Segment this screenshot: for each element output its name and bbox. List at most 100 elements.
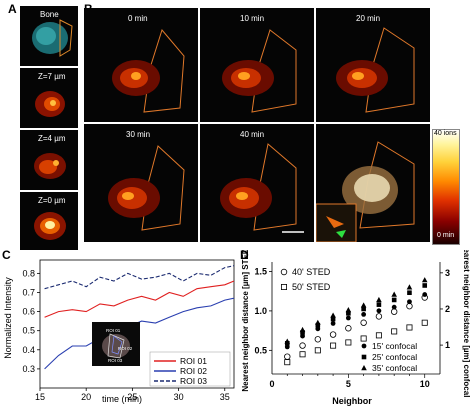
data-point-filled-square: [407, 290, 412, 296]
data-point-filled-square: [330, 316, 336, 322]
x-tick-label-c: 15: [35, 392, 45, 402]
data-point-open-circle: [375, 313, 383, 320]
z4-image: Z=4 µm: [20, 130, 78, 190]
data-point-filled-square: [422, 283, 428, 288]
data-point-open-square: [314, 347, 321, 354]
panel-letter-c: C: [2, 248, 11, 262]
label-z4: Z=4 µm: [38, 134, 66, 143]
time-label-40: 40 min: [240, 130, 265, 139]
data-point-open-circle: [284, 353, 291, 360]
y-tick-label-d: 1.0: [254, 306, 267, 316]
time-label-30: 30 min: [126, 130, 151, 139]
data-point-filled-circle: [391, 304, 397, 310]
data-point-filled-circle: [330, 321, 336, 326]
data-point-filled-circle: [284, 344, 290, 350]
y-tick-label-c: 0.7: [22, 287, 35, 297]
label-z7: Z=7 µm: [38, 72, 66, 81]
bone-image-graphic: [32, 19, 73, 57]
plot-frame-c: [39, 259, 235, 389]
overlay-graphic: [316, 141, 415, 242]
data-point-filled-square: [346, 311, 351, 316]
y-tick-label-c: 0.8: [22, 268, 35, 278]
timepoint-30-image: 30 min: [84, 124, 198, 242]
timepoint-0-image: 0 min: [84, 8, 198, 122]
data-point-filled-triangle: [330, 312, 336, 318]
roi-inset: ROI 01 ROI 02 ROI 03: [92, 322, 140, 366]
timepoint-40-graphic: [220, 143, 304, 233]
timepoint-10-graphic: [222, 29, 297, 113]
time-label-10: 10 min: [240, 14, 265, 23]
data-point-open-square: [360, 335, 367, 342]
data-point-filled-triangle: [406, 284, 413, 290]
data-point-filled-circle: [407, 299, 412, 305]
data-point-open-square: [284, 359, 291, 366]
x-tick-label-c: 35: [220, 392, 230, 402]
y-tick-label-c: 0.6: [22, 307, 35, 317]
y2-axis-label-d: Nearest neighbor distance [µm] confocal: [462, 250, 471, 397]
y-tick-label-d: 0.5: [254, 345, 267, 355]
data-point-filled-triangle: [345, 307, 352, 313]
data-point-open-square: [299, 351, 306, 358]
data-point-filled-square: [361, 306, 366, 312]
legend-label-c: ROI 03: [180, 376, 207, 386]
x-tick-label-c: 20: [81, 392, 91, 402]
timepoint-20-graphic: [336, 27, 415, 113]
y2-tick-label-d: 1: [445, 340, 450, 350]
legend-marker-d: [281, 284, 288, 291]
z4-image-graphic: [34, 153, 66, 179]
x-tick-label-c: 30: [174, 392, 184, 402]
legend-label-c: ROI 01: [180, 356, 207, 366]
data-point-open-square: [330, 342, 337, 349]
series-line-roi-3: [44, 265, 235, 290]
x-tick-label-d: 0: [269, 379, 274, 389]
x-axis-label-c: time (min): [102, 394, 142, 404]
data-point-open-square: [406, 324, 413, 331]
timepoint-40-image: 40 min: [200, 124, 314, 242]
timepoint-20-image: 20 min: [316, 8, 430, 122]
label-z0: Z=0 µm: [38, 196, 66, 205]
chart-neighbor: 0 5 10 0.5 1.0 1.5 1 2 3 40' STED 50' STED 15' con…: [241, 250, 471, 406]
y-tick-label-d: 1.5: [254, 266, 267, 276]
data-point-open-circle: [314, 336, 322, 343]
data-point-open-circle: [406, 302, 413, 310]
data-point-filled-triangle: [421, 277, 428, 283]
y-axis-label-c: Normalized Intensity: [3, 277, 13, 359]
y2-tick-label-d: 3: [445, 268, 450, 278]
data-point-open-circle: [360, 319, 367, 326]
chart-intensity: 15 20 25 30 35 0.3 0.4 0.5 0.6 0.7 0.8 ROI 01 ROI …: [3, 259, 235, 404]
overlay-image: [316, 124, 430, 242]
timepoint-30-graphic: [108, 145, 185, 231]
legend-marker-d: [361, 354, 367, 360]
data-point-filled-square: [391, 297, 397, 303]
x-tick-label-d: 10: [420, 379, 430, 389]
data-point-filled-circle: [315, 326, 321, 332]
time-label-0: 0 min: [128, 14, 148, 23]
data-point-filled-circle: [361, 311, 367, 317]
y-tick-label-c: 0.4: [22, 345, 35, 355]
legend-label-d: 15' confocal: [372, 341, 417, 351]
data-point-open-square: [421, 319, 428, 326]
legend-marker-d: [361, 365, 367, 371]
x-axis-label-d: Neighbor: [332, 396, 372, 406]
y-axis-label-d: Nearest neighbor distance [µm] STED: [241, 250, 250, 392]
data-point-open-circle: [345, 325, 352, 332]
green-arrow-icon: [336, 230, 346, 238]
data-point-filled-triangle: [376, 296, 382, 303]
panel-letter-a: A: [8, 2, 17, 16]
colorbar: [432, 129, 460, 245]
inset-roi02-label: ROI 02: [118, 346, 133, 351]
legend-label-d: 40' STED: [292, 267, 331, 277]
data-point-filled-triangle: [360, 302, 367, 308]
data-point-open-circle: [390, 308, 398, 315]
legend-label-d: 25' confocal: [372, 352, 417, 362]
z7-image: Z=7 µm: [20, 68, 78, 128]
z7-image-graphic: [35, 91, 65, 117]
data-point-filled-triangle: [315, 319, 321, 325]
data-point-filled-circle: [345, 315, 351, 321]
time-label-20: 20 min: [356, 14, 381, 23]
legend-marker-d: [280, 268, 288, 276]
data-point-filled-square: [300, 330, 305, 335]
data-point-filled-triangle: [284, 338, 291, 344]
legend-label-d: 35' confocal: [372, 363, 417, 373]
